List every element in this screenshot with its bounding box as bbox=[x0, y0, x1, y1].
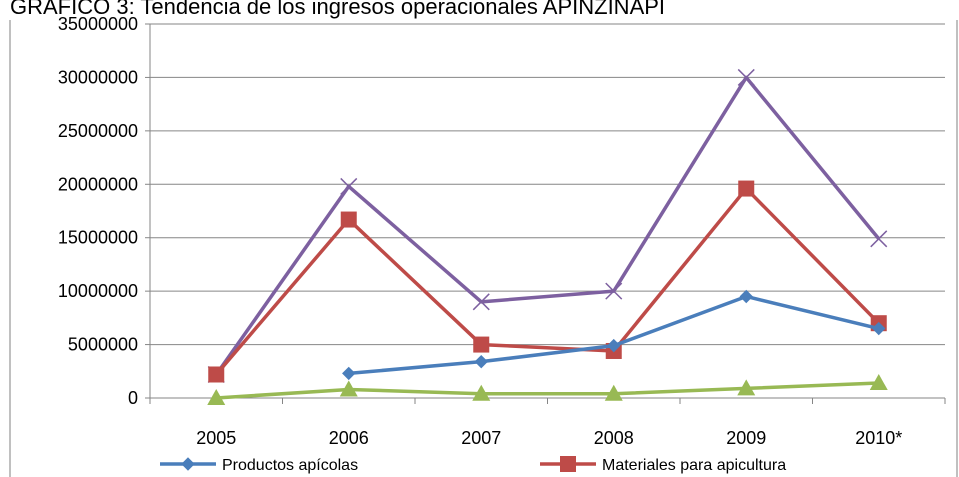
y-tick-label-1: 5000000 bbox=[68, 335, 138, 355]
series-2-point-4 bbox=[737, 379, 756, 396]
series-0-point-5 bbox=[872, 321, 886, 336]
x-tick-label-4: 2009 bbox=[726, 428, 766, 448]
series-3-point-5-b bbox=[870, 230, 888, 248]
series-1-point-0 bbox=[208, 366, 225, 383]
series-2-point-3 bbox=[604, 384, 623, 401]
legend-marker-1 bbox=[560, 456, 576, 472]
y-tick-label-7: 35000000 bbox=[58, 14, 138, 34]
legend-label-0: Productos apícolas bbox=[222, 457, 358, 474]
legend-item-1: Materiales para apicultura bbox=[540, 456, 786, 474]
series-2-point-0 bbox=[207, 389, 226, 405]
series-3-line bbox=[214, 75, 881, 376]
x-tick-label-3: 2008 bbox=[594, 428, 634, 448]
series-0-point-1 bbox=[342, 366, 356, 381]
series-1-point-2 bbox=[473, 336, 490, 353]
series-2-point-5 bbox=[869, 374, 888, 391]
series-2 bbox=[207, 374, 888, 405]
legend-label-1: Materiales para apicultura bbox=[602, 457, 786, 474]
series-1-point-4 bbox=[738, 180, 755, 197]
y-tick-label-3: 15000000 bbox=[58, 228, 138, 248]
series-0-line bbox=[348, 294, 880, 376]
legend-item-0: Productos apícolas bbox=[160, 457, 358, 474]
x-tick-label-2: 2007 bbox=[461, 428, 501, 448]
series-3-point-1-b bbox=[340, 177, 358, 195]
series-1-line bbox=[214, 186, 880, 376]
y-tick-label-5: 25000000 bbox=[58, 121, 138, 141]
series-2-point-2 bbox=[472, 384, 491, 401]
series-3-point-4-b bbox=[737, 68, 755, 86]
series-3-point-1 bbox=[340, 177, 358, 195]
x-tick-label-0: 2005 bbox=[196, 428, 236, 448]
series-3-point-2 bbox=[472, 293, 490, 311]
series-3-point-3-b bbox=[605, 282, 623, 300]
chart-title: GRÁFICO 3: Tendencia de los ingresos ope… bbox=[10, 0, 665, 19]
series-0-point-2 bbox=[474, 354, 488, 369]
series-0-point-3 bbox=[607, 338, 621, 353]
x-tick-label-5: 2010* bbox=[855, 428, 902, 448]
series-3-point-3 bbox=[605, 282, 623, 300]
legend-marker-0 bbox=[181, 457, 195, 471]
legend: Productos apícolas Materiales para apicul… bbox=[160, 456, 786, 474]
y-tick-label-2: 10000000 bbox=[58, 281, 138, 301]
series-3-point-5 bbox=[870, 230, 888, 248]
series-0 bbox=[342, 289, 886, 381]
plot-area: 0 5000000 10000000 15000000 20000000 25000000… bbox=[9, 14, 958, 477]
series-1-point-1 bbox=[340, 211, 357, 228]
y-tick-label-6: 30000000 bbox=[58, 67, 138, 87]
y-tick-label-4: 20000000 bbox=[58, 174, 138, 194]
series-3-point-4 bbox=[737, 68, 755, 86]
series-2-point-1 bbox=[339, 380, 358, 397]
series-3-point-2-b bbox=[472, 293, 490, 311]
x-tick-label-1: 2006 bbox=[329, 428, 369, 448]
series-2-line bbox=[216, 381, 879, 400]
series-0-point-4 bbox=[739, 289, 753, 304]
y-tick-label-0: 0 bbox=[128, 388, 138, 408]
